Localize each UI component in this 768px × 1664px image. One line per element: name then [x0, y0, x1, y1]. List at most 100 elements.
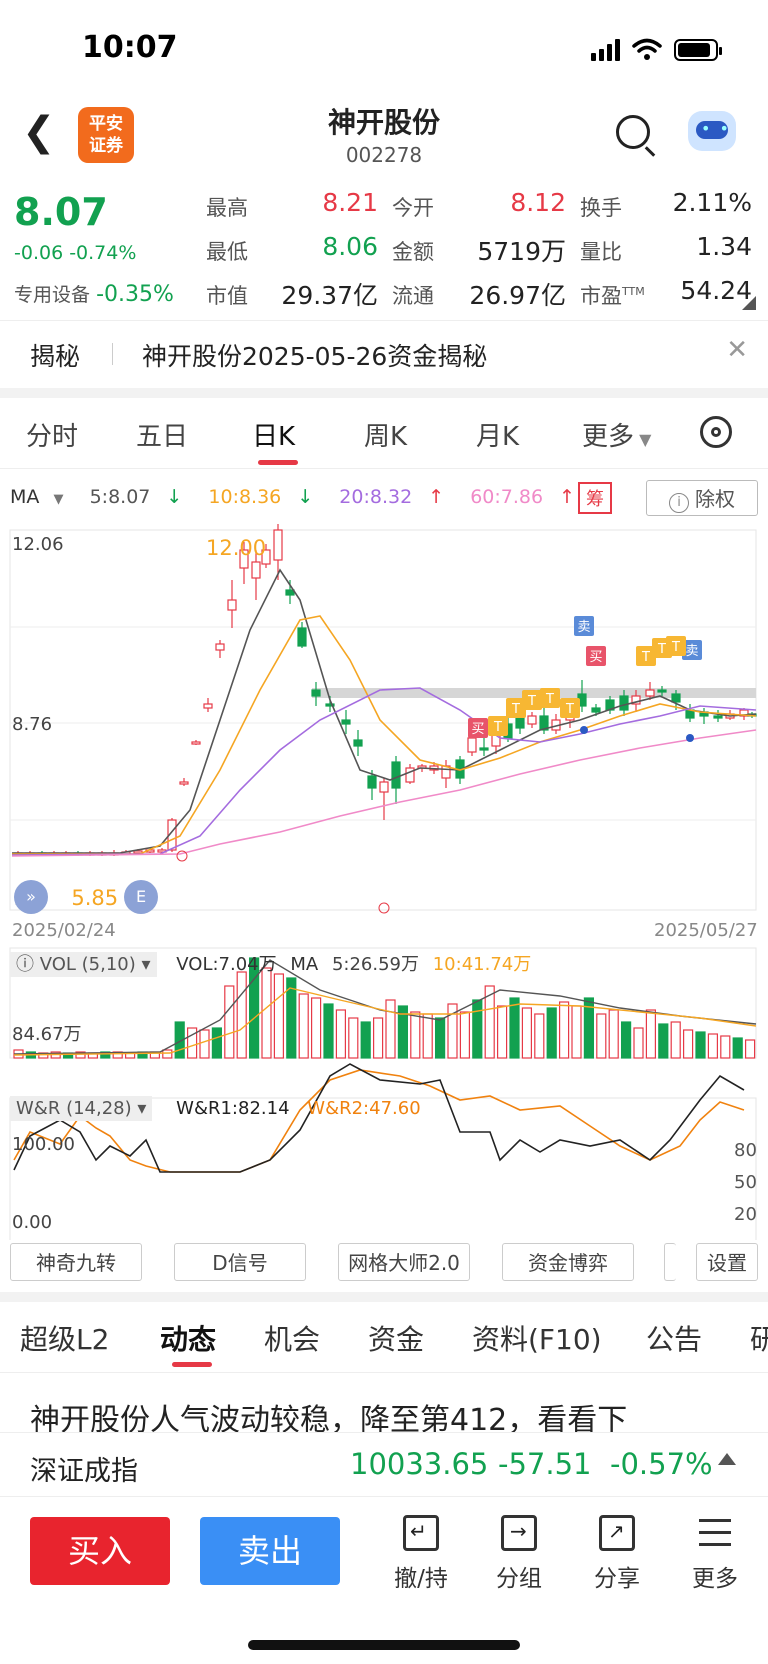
open-value: 8.12 — [510, 188, 566, 217]
status-icons — [591, 38, 722, 62]
tab-super-l2[interactable]: 超级L2 — [20, 1323, 110, 1356]
index-value: 10033.65 — [350, 1447, 489, 1481]
t-signal-tag-text: T — [493, 720, 502, 735]
buy-signal-tag — [586, 646, 606, 666]
sector-info[interactable]: 专用设备 -0.35% — [14, 280, 174, 307]
group-action[interactable]: → 分组 — [484, 1515, 554, 1593]
buy-button[interactable]: 买入 — [30, 1517, 170, 1585]
t-signal-tag — [522, 690, 542, 710]
tab-intraday[interactable]: 分时 — [26, 422, 79, 452]
volume-bar — [670, 1021, 681, 1059]
tab-more[interactable]: 更多 ▼ — [582, 422, 652, 452]
t-signal-tag — [636, 646, 656, 666]
wr-lines — [13, 1063, 745, 1173]
candle-area-frame — [9, 529, 757, 911]
expand-corner-icon[interactable] — [742, 296, 756, 310]
event-marker-icon[interactable]: E — [124, 880, 158, 914]
volume-axis-label: 84.67万 — [12, 1024, 82, 1045]
tab-monthly-k[interactable]: 月K — [476, 422, 520, 452]
tab-opportunity[interactable]: 机会 — [264, 1323, 321, 1356]
tab-f10[interactable]: 资料(F10) — [472, 1323, 602, 1356]
wr-y-bottom: 0.00 — [12, 1212, 53, 1233]
wr-indicator-select[interactable]: W&R (14,28) ▾ — [10, 1096, 153, 1121]
moving-averages — [11, 568, 757, 857]
tool-nine-turn[interactable]: 神奇九转 — [10, 1243, 142, 1281]
volume-bar — [199, 1029, 210, 1059]
ma20-value: 20:8.32 ↑ — [339, 486, 445, 508]
tool-fund-game[interactable]: 资金博弈 — [502, 1243, 634, 1281]
menu-icon — [697, 1515, 733, 1551]
volume-bar — [435, 1017, 446, 1059]
candle-body — [671, 693, 681, 703]
period-tabs: 分时 五日 日K 周K 月K 更多 ▼ — [0, 400, 768, 469]
star-marker — [176, 850, 188, 862]
mcap-label: 市值 — [206, 284, 248, 308]
tool-grid-master[interactable]: 网格大师2.0 — [338, 1243, 470, 1281]
mcap-value: 29.37亿 — [281, 281, 378, 310]
candle-body — [285, 589, 295, 596]
candle-body — [657, 689, 667, 693]
sell-button[interactable]: 卖出 — [200, 1517, 340, 1585]
back-icon[interactable]: ❮ — [22, 109, 56, 155]
tab-five-day[interactable]: 五日 — [136, 422, 189, 452]
group-label: 分组 — [496, 1566, 542, 1592]
fund-reveal-banner[interactable]: 揭秘 神开股份2025-05-26资金揭秘 ✕ — [0, 320, 768, 387]
candle-body — [203, 703, 213, 709]
volume-indicator-select[interactable]: ⓘ VOL (5,10) ▾ — [10, 952, 157, 977]
volume-bar — [472, 999, 483, 1059]
expand-up-icon[interactable] — [718, 1453, 736, 1465]
assistant-robot-icon[interactable] — [688, 111, 736, 151]
t-signal-tag-text: T — [511, 702, 520, 717]
folder-icon: → — [501, 1515, 537, 1551]
tool-settings[interactable]: 设置 — [696, 1243, 758, 1281]
tab-announcements[interactable]: 公告 — [646, 1323, 703, 1356]
tool-d-signal[interactable]: D信号 — [174, 1243, 306, 1281]
volume-bar — [509, 997, 520, 1059]
tab-funds[interactable]: 资金 — [368, 1323, 425, 1356]
share-action[interactable]: ↗ 分享 — [582, 1515, 652, 1593]
ma-legend[interactable]: MA ▼ 5:8.07 ↓ 10:8.36 ↓ 20:8.32 ↑ 60:7.8… — [10, 486, 595, 508]
gear-icon[interactable] — [700, 416, 732, 448]
more-action[interactable]: 更多 — [680, 1515, 750, 1593]
turnover-label: 换手 — [580, 196, 622, 220]
tab-research[interactable]: 研 — [750, 1323, 768, 1356]
candle-body — [467, 737, 477, 753]
volume-bar — [174, 1021, 185, 1059]
candle-body — [227, 599, 237, 611]
chip-distribution-button[interactable]: 筹 — [578, 482, 612, 514]
volume-bar — [100, 1051, 111, 1059]
search-icon[interactable] — [616, 115, 650, 149]
turnover-value: 2.11% — [672, 188, 752, 217]
status-time: 10:07 — [82, 30, 178, 65]
stock-code: 002278 — [345, 143, 423, 167]
volume-bar — [484, 985, 495, 1059]
tab-dynamic[interactable]: 动态 — [160, 1323, 217, 1356]
volume-bar — [546, 1007, 557, 1059]
exright-button[interactable]: i 除权 — [646, 480, 758, 516]
tab-daily-k[interactable]: 日K — [252, 422, 296, 452]
buy-signal-tag — [468, 718, 488, 738]
ma5-value: 5:8.07 ↓ — [89, 486, 183, 508]
signal-dot — [686, 734, 694, 742]
close-icon[interactable]: ✕ — [726, 335, 748, 365]
tool-partial[interactable] — [664, 1243, 676, 1281]
wr2-line — [13, 1069, 745, 1173]
candle-body — [353, 739, 363, 747]
t-signal-tag — [666, 636, 686, 656]
signal-dot — [580, 726, 588, 734]
volume-bar — [323, 1003, 334, 1059]
tab-weekly-k[interactable]: 周K — [364, 422, 408, 452]
scroll-left-icon[interactable]: » — [14, 880, 48, 914]
wr-area-frame — [9, 1097, 757, 1240]
info-icon: ⓘ — [16, 954, 40, 975]
volume-bar — [497, 1005, 508, 1059]
candle-body — [405, 767, 415, 783]
cancel-hold-action[interactable]: ↵ 撤/持 — [386, 1515, 456, 1593]
index-ticker[interactable]: 深证成指 10033.65 -57.51 -0.57% — [0, 1432, 768, 1495]
share-label: 分享 — [594, 1566, 640, 1592]
ma10-value: 10:8.36 ↓ — [208, 486, 314, 508]
volume-bar — [620, 1021, 632, 1059]
chevron-down-icon: ▼ — [634, 430, 652, 449]
volume-bar — [162, 1049, 173, 1059]
